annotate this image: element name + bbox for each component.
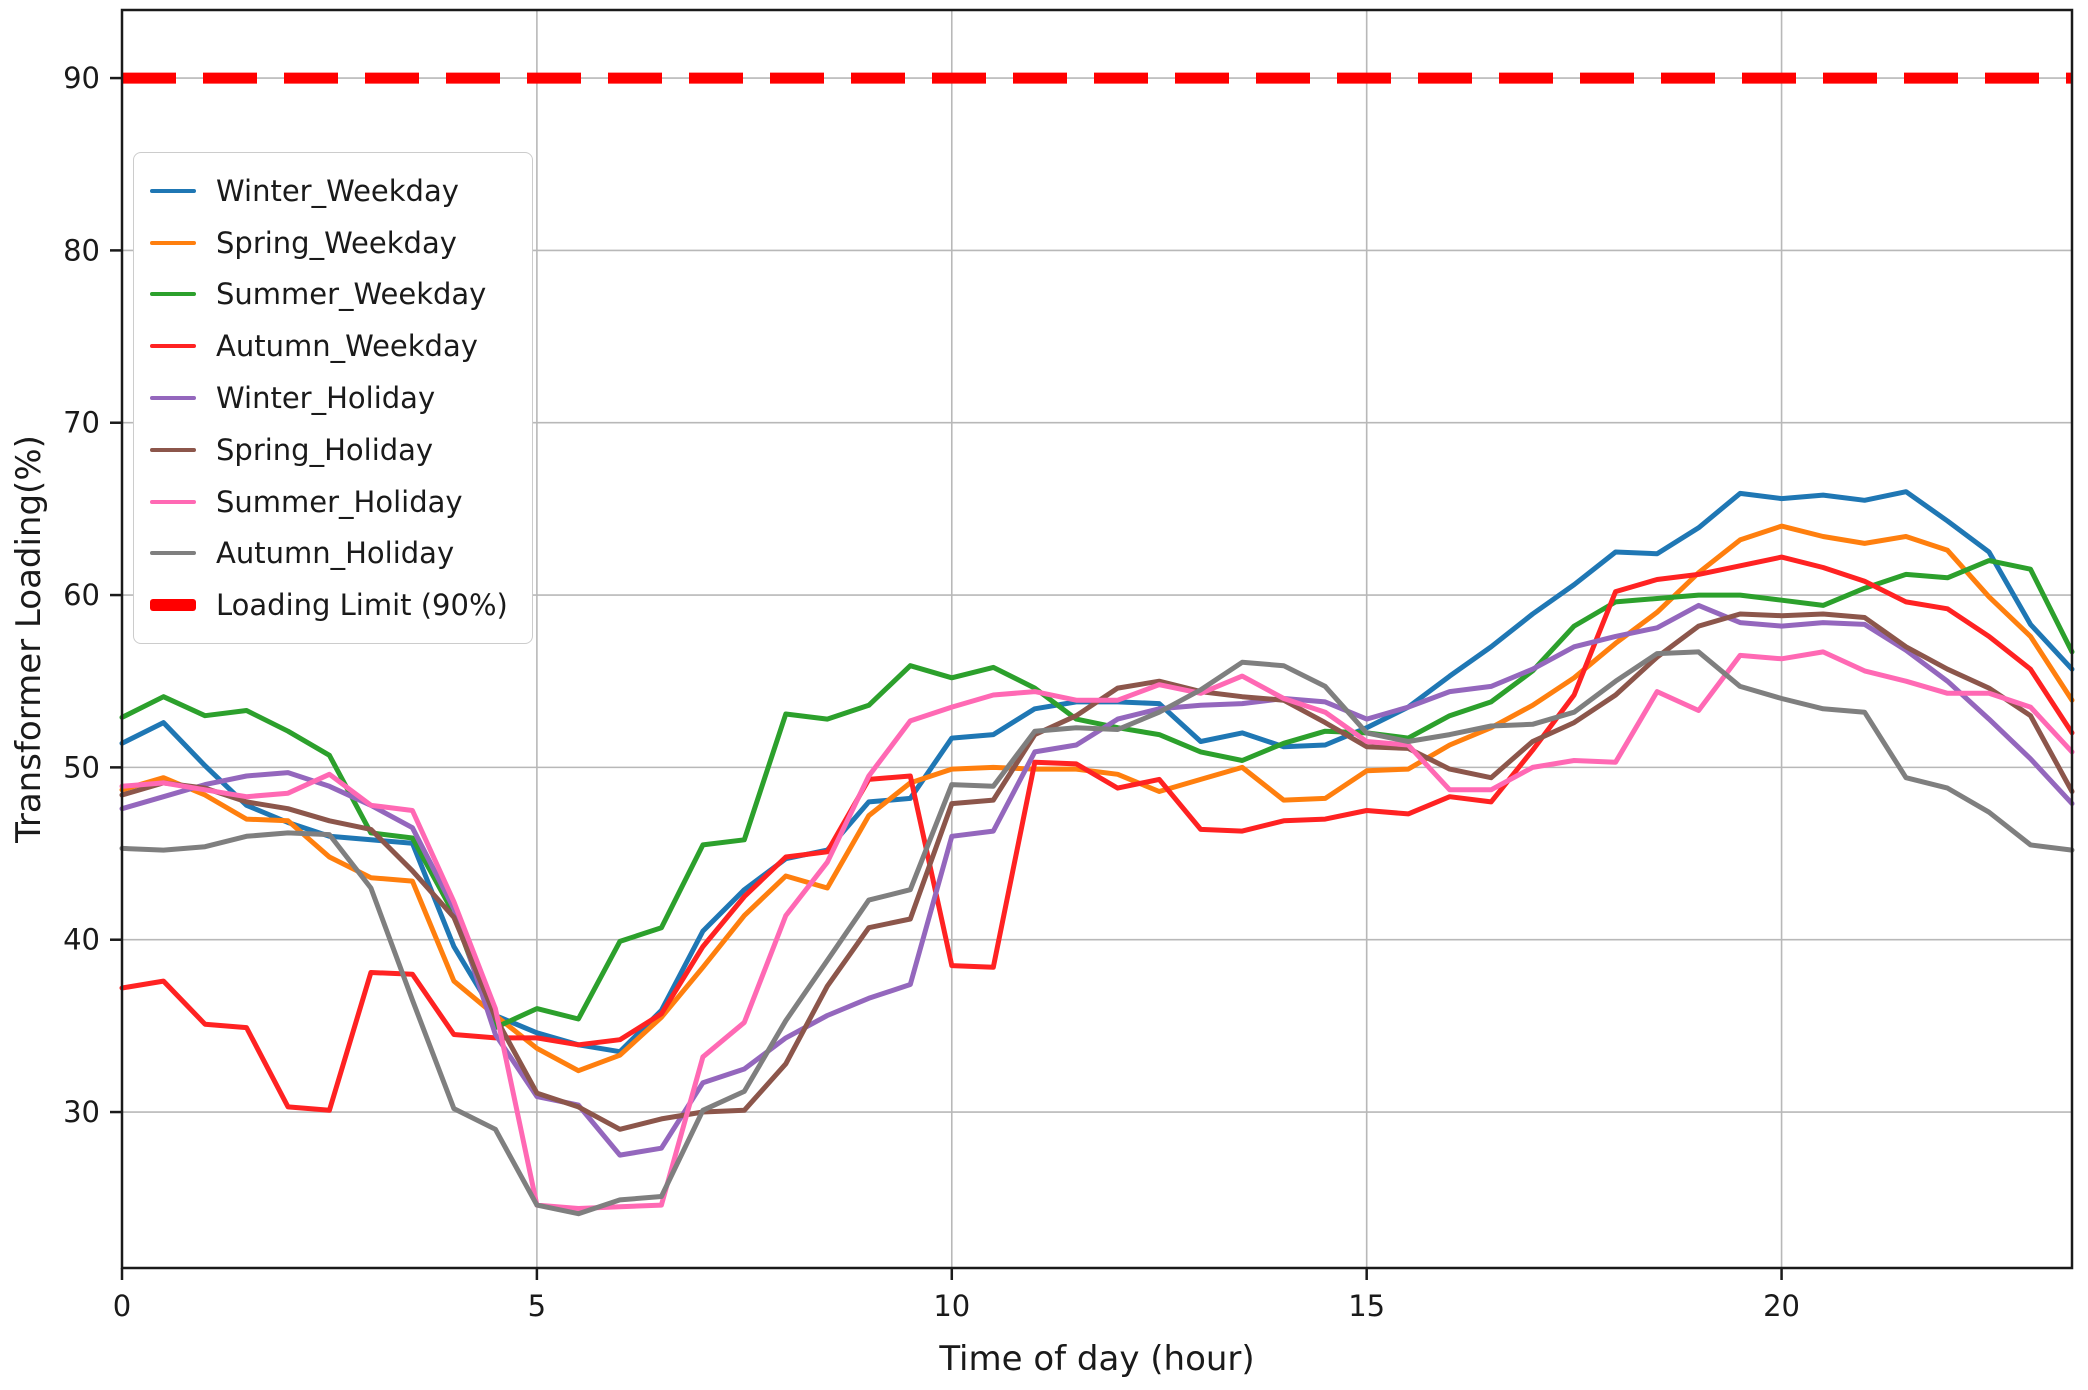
legend-swatch-icon [150,240,196,245]
legend-label: Spring_Weekday [216,225,457,260]
legend-label: Spring_Holiday [216,432,434,467]
legend-label: Summer_Weekday [216,277,487,312]
y-tick-label-30: 30 [63,1095,100,1129]
series-line-spring_holiday [119,611,2075,1132]
legend-swatch-icon [150,499,196,504]
x-tick-label-20: 20 [1763,1289,1800,1323]
legend-row-4: Winter_Holiday [150,372,512,424]
y-tick-label-70: 70 [63,406,100,440]
legend-row-1: Spring_Weekday [150,217,512,269]
legend-row-6: Summer_Holiday [150,476,512,528]
legend-swatch-icon [150,551,196,556]
legend: Winter_Weekday Spring_Weekday Summer_Weekd… [133,152,533,644]
series-line-spring_weekday [119,523,2075,1074]
legend-row-0: Winter_Weekday [150,165,512,217]
legend-swatch-icon [150,344,196,349]
legend-row-3: Autumn_Weekday [150,320,512,372]
axis-ticks: 30 40 50 60 70 80 90 0 5 10 15 20 [63,61,1800,1323]
legend-label: Summer_Holiday [216,484,463,519]
axes-spines [120,8,2074,1270]
x-tick-label-0: 0 [113,1289,131,1323]
legend-label: Autumn_Holiday [216,536,455,571]
x-tick-label-15: 15 [1348,1289,1385,1323]
x-tick-label-10: 10 [933,1289,970,1323]
legend-row-7: Autumn_Holiday [150,527,512,579]
y-tick-label-90: 90 [63,61,100,95]
legend-row-2: Summer_Weekday [150,269,512,321]
series-line-autumn_weekday [119,554,2075,1113]
legend-label: Autumn_Weekday [216,329,478,364]
series-line-winter_holiday [119,602,2075,1158]
legend-swatch-icon [150,599,196,612]
legend-label: Winter_Weekday [216,173,459,208]
legend-row-5: Spring_Holiday [150,424,512,476]
legend-swatch-icon [150,292,196,297]
series-line-summer_weekday [119,558,2075,1031]
y-tick-label-80: 80 [63,233,100,267]
legend-swatch-icon [150,447,196,452]
plot-border [120,8,2074,1270]
legend-swatch-icon [150,188,196,193]
data-series-lines [119,489,2075,1217]
y-axis-title: Transformer Loading(%) [9,435,49,844]
series-line-summer_holiday [119,649,2075,1211]
legend-row-8: Loading Limit (90%) [150,579,512,631]
y-tick-label-50: 50 [63,750,100,784]
legend-label: Loading Limit (90%) [216,588,508,623]
y-tick-label-60: 60 [63,578,100,612]
series-line-autumn_holiday [119,649,2075,1217]
legend-swatch-icon [150,396,196,401]
x-tick-label-5: 5 [528,1289,546,1323]
y-tick-label-40: 40 [63,923,100,957]
x-axis-title: Time of day (hour) [938,1339,1254,1379]
legend-label: Winter_Holiday [216,381,436,416]
